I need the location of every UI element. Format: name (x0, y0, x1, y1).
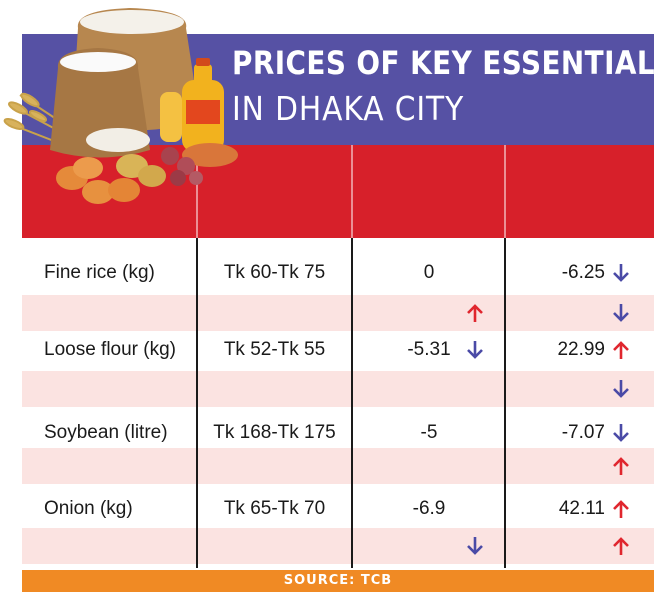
header-divider (196, 145, 198, 238)
arrow-down-icon (467, 341, 483, 359)
source-label: SOURCE: TCB (283, 573, 393, 588)
weekly-change: -6.9 (412, 498, 446, 519)
column-divider (504, 238, 506, 568)
arrow-up-icon (613, 341, 629, 359)
arrow-down-icon (467, 537, 483, 555)
arrow-up-icon (613, 457, 629, 475)
yearly-change: -7.07 (561, 422, 605, 443)
arrow-up-icon (613, 537, 629, 555)
table-stripe (22, 448, 654, 484)
item-name: Loose flour (kg) (44, 339, 177, 360)
arrow-down-icon (613, 304, 629, 322)
arrow-up-icon (467, 304, 483, 322)
yearly-change: 22.99 (557, 339, 605, 360)
column-divider (351, 238, 353, 568)
table-stripe (22, 371, 654, 407)
price-range: Tk 52-Tk 55 (223, 339, 326, 360)
arrow-down-icon (613, 264, 629, 282)
price-range: Tk 60-Tk 75 (223, 262, 326, 283)
arrow-down-icon (613, 424, 629, 442)
price-range: Tk 65-Tk 70 (223, 498, 326, 519)
title-line-1: PRICES OF KEY ESSENTIALS (232, 44, 654, 82)
item-name: Onion (kg) (44, 498, 133, 519)
source-bar (22, 570, 654, 592)
yearly-change: -6.25 (561, 262, 605, 283)
column-divider (196, 238, 198, 568)
table-stripe (22, 528, 654, 564)
price-range: Tk 168-Tk 175 (213, 422, 336, 443)
arrow-up-icon (613, 500, 629, 518)
yearly-change: 42.11 (558, 498, 605, 519)
weekly-change: -5 (420, 422, 438, 443)
arrow-down-icon (613, 380, 629, 398)
title-line-2: IN DHAKA CITY (232, 89, 465, 128)
table-stripe (22, 295, 654, 331)
weekly-change: 0 (423, 262, 435, 283)
weekly-change: -5.31 (407, 339, 451, 360)
item-name: Fine rice (kg) (44, 262, 155, 283)
header-divider (351, 145, 353, 238)
food-illustration (3, 8, 238, 204)
header-divider (504, 145, 506, 238)
item-name: Soybean (litre) (44, 422, 168, 443)
